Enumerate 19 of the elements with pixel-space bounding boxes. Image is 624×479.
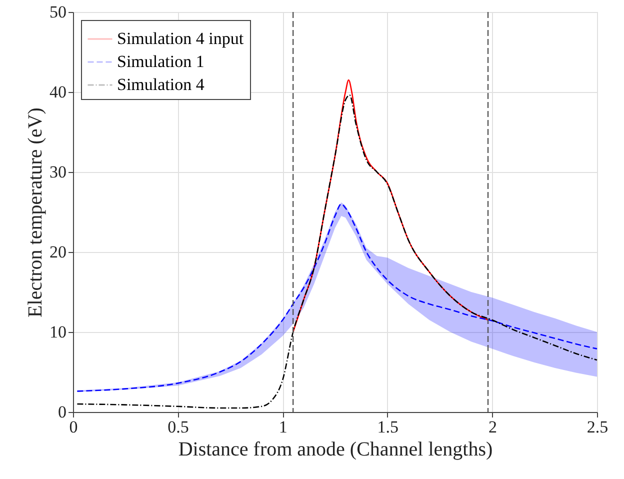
x-tick-label: 1.5 (377, 418, 399, 436)
y-axis-title: Electron temperature (eV) (24, 108, 46, 318)
x-tick-label: 0.5 (168, 418, 189, 436)
y-tick-label: 50 (50, 2, 66, 22)
y-tick-label: 10 (50, 322, 66, 342)
y-tick-label: 20 (50, 242, 66, 262)
x-tick-label: 2.5 (586, 418, 608, 436)
legend-label: Simulation 1 (117, 52, 204, 71)
line-series (76, 94, 598, 409)
x-axis-title: Distance from anode (Channel lengths) (178, 438, 493, 460)
legend-label: Simulation 4 (117, 75, 205, 94)
legend-label: Simulation 4 input (117, 29, 244, 48)
line-series (292, 79, 489, 333)
y-tick-label: 30 (50, 162, 66, 182)
y-tick-label: 0 (58, 402, 66, 422)
y-tick-label: 40 (50, 82, 66, 102)
x-tick-label: 1 (278, 418, 288, 436)
x-tick-label: 2 (488, 418, 497, 436)
x-tick-label: 0 (69, 418, 78, 436)
